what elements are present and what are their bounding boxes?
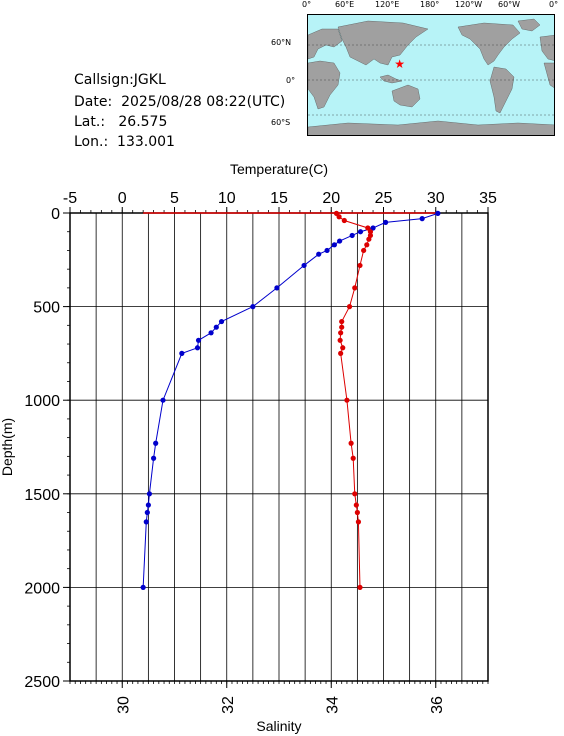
temperature-point — [160, 397, 166, 403]
depth-axis-title: Depth(m) — [0, 418, 15, 476]
map-lat-label: 60°N — [271, 38, 292, 47]
depth-tick-label: 1500 — [24, 487, 60, 504]
temperature-tick-label: 20 — [322, 190, 340, 207]
salinity-point — [352, 491, 358, 497]
depth-tick-label: 500 — [33, 300, 60, 317]
salinity-point — [344, 397, 350, 403]
salinity-axis-title: Salinity — [256, 718, 301, 734]
temperature-point — [357, 229, 364, 235]
salinity-tick-label: 30 — [115, 696, 132, 714]
temperature-point — [301, 262, 307, 269]
salinity-tick-label: 34 — [324, 696, 341, 714]
salinity-point — [352, 285, 358, 291]
salinity-point — [338, 330, 344, 336]
salinity-point — [337, 337, 343, 343]
chart-grid — [69, 212, 489, 682]
map-lat-label: 60°S — [271, 118, 291, 127]
salinity-point — [354, 509, 360, 516]
depth-tick-label: 0 — [51, 206, 60, 223]
map-lon-label: 60°E — [335, 0, 355, 9]
map-lon-label: 180° — [420, 0, 440, 9]
salinity-point — [346, 304, 353, 310]
temperature-point — [349, 232, 355, 239]
temperature-point — [144, 509, 150, 516]
temperature-point — [250, 304, 256, 310]
temperature-point — [331, 242, 337, 248]
temperature-point — [435, 210, 441, 216]
map-lon-label: 60°W — [498, 0, 521, 9]
temperature-tick-label: 15 — [270, 190, 288, 207]
map-lon-label: 0° — [302, 0, 312, 9]
depth-tick-label: 2500 — [24, 674, 60, 691]
temperature-point — [274, 285, 280, 291]
salinity-point — [365, 225, 371, 231]
temperature-tick-label: 25 — [375, 190, 393, 207]
map-lat-label: 0° — [286, 76, 296, 85]
salinity-point — [367, 229, 374, 235]
temperature-point — [195, 337, 202, 343]
salinity-point — [339, 324, 345, 330]
salinity-point — [348, 440, 354, 446]
temperature-point — [143, 519, 149, 525]
temperature-point — [146, 491, 153, 497]
temperature-point — [151, 455, 157, 461]
temperature-point — [208, 330, 214, 336]
salinity-point — [353, 502, 359, 508]
salinity-point — [366, 236, 372, 242]
world-map-land: ★ — [308, 18, 554, 135]
temperature-point — [337, 238, 343, 244]
date-text: Date: 2025/08/28 08:22(UTC) — [74, 94, 286, 110]
temperature-point — [213, 324, 219, 330]
salinity-point — [355, 519, 362, 525]
latitude-text: Lat.: 26.575 — [74, 114, 168, 130]
depth-tick-label: 2000 — [24, 580, 60, 597]
salinity-tick-label: 36 — [429, 696, 446, 714]
temperature-point — [324, 247, 330, 254]
temperature-point — [179, 350, 185, 356]
temperature-point — [370, 225, 376, 231]
depth-axis: 0 500 1000 1500 2000 2500 — [24, 206, 70, 691]
temperature-point — [145, 502, 151, 508]
location-map: ★ — [307, 14, 555, 136]
map-lon-label: 120°W — [455, 0, 483, 9]
map-lon-label: 120°E — [375, 0, 400, 9]
salinity-point — [364, 242, 370, 248]
temperature-point — [382, 219, 389, 225]
temperature-tick-label: 10 — [218, 190, 236, 207]
temperature-point — [140, 584, 146, 591]
temperature-tick-label: 5 — [170, 190, 179, 207]
temperature-point — [218, 318, 225, 325]
temperature-tick-label: -5 — [63, 190, 77, 207]
salinity-point — [339, 318, 345, 325]
map-lon-label: 0° — [549, 0, 559, 9]
salinity-point — [361, 247, 367, 254]
temperature-point — [316, 251, 322, 257]
callsign-text: Callsign:JGKL — [74, 72, 166, 88]
salinity-point — [336, 214, 342, 220]
salinity-point — [338, 350, 344, 356]
salinity-point — [341, 217, 347, 224]
salinity-point — [340, 345, 346, 351]
salinity-point — [357, 584, 363, 591]
salinity-axis: 30 32 34 36 — [69, 681, 489, 714]
temperature-point — [153, 440, 159, 446]
temperature-point — [419, 216, 425, 222]
temperature-axis-title: Temperature(C) — [230, 161, 328, 177]
temperature-point — [194, 345, 201, 351]
profile-series — [140, 210, 441, 591]
temperature-tick-label: 0 — [118, 190, 127, 207]
salinity-point — [350, 455, 356, 461]
longitude-text: Lon.: 133.001 — [74, 134, 175, 150]
salinity-point — [357, 262, 363, 269]
station-marker-icon: ★ — [394, 57, 405, 71]
temperature-axis: -5 0 5 10 15 20 25 30 35 — [63, 190, 497, 213]
temperature-tick-label: 30 — [427, 190, 445, 207]
depth-tick-label: 1000 — [24, 393, 60, 410]
temperature-tick-label: 35 — [479, 190, 497, 207]
salinity-tick-label: 32 — [220, 696, 237, 714]
